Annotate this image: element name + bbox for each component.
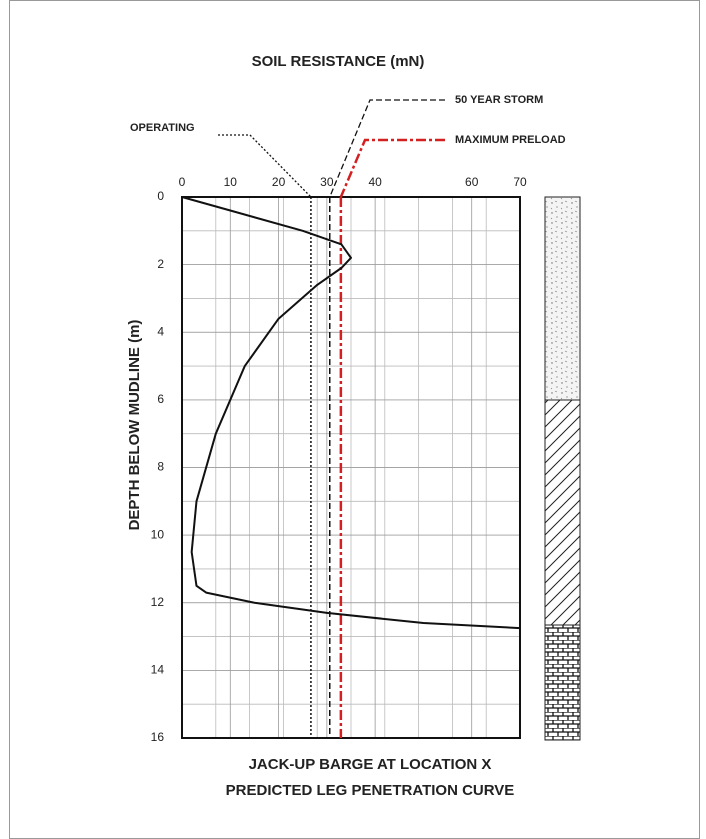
plot-frame xyxy=(181,196,521,739)
leader-line xyxy=(329,99,445,198)
legend-label: OPERATING xyxy=(130,122,195,134)
chart-title: SOIL RESISTANCE (mN) xyxy=(252,53,425,70)
y-tick-label: 2 xyxy=(157,257,164,271)
y-tick-label: 10 xyxy=(151,527,165,541)
y-tick-label: 16 xyxy=(151,730,165,744)
soil-column xyxy=(544,196,581,741)
y-tick-label: 8 xyxy=(157,460,164,474)
legend-label: 50 YEAR STORM xyxy=(455,94,543,106)
x-tick-label: 20 xyxy=(272,175,286,189)
x-tick-label: 60 xyxy=(465,175,479,189)
y-tick-label: 0 xyxy=(157,189,164,203)
x-tick-label: 0 xyxy=(179,175,186,189)
leader-line xyxy=(218,134,312,198)
y-axis-title: DEPTH BELOW MUDLINE (m) xyxy=(126,320,143,531)
y-tick-label: 14 xyxy=(151,663,165,677)
leader-line xyxy=(339,138,445,198)
x-tick-label: 10 xyxy=(224,175,238,189)
caption: PREDICTED LEG PENETRATION CURVE xyxy=(226,782,515,799)
y-tick-label: 12 xyxy=(151,595,165,609)
caption: JACK-UP BARGE AT LOCATION X xyxy=(249,756,492,773)
x-tick-label: 40 xyxy=(368,175,382,189)
y-tick-label: 4 xyxy=(157,324,164,338)
x-tick-label: 70 xyxy=(513,175,527,189)
legend-label: MAXIMUM PRELOAD xyxy=(455,134,566,146)
y-tick-label: 6 xyxy=(157,392,164,406)
frame xyxy=(9,0,700,839)
x-tick-label: 30 xyxy=(320,175,334,189)
curve xyxy=(181,196,521,630)
